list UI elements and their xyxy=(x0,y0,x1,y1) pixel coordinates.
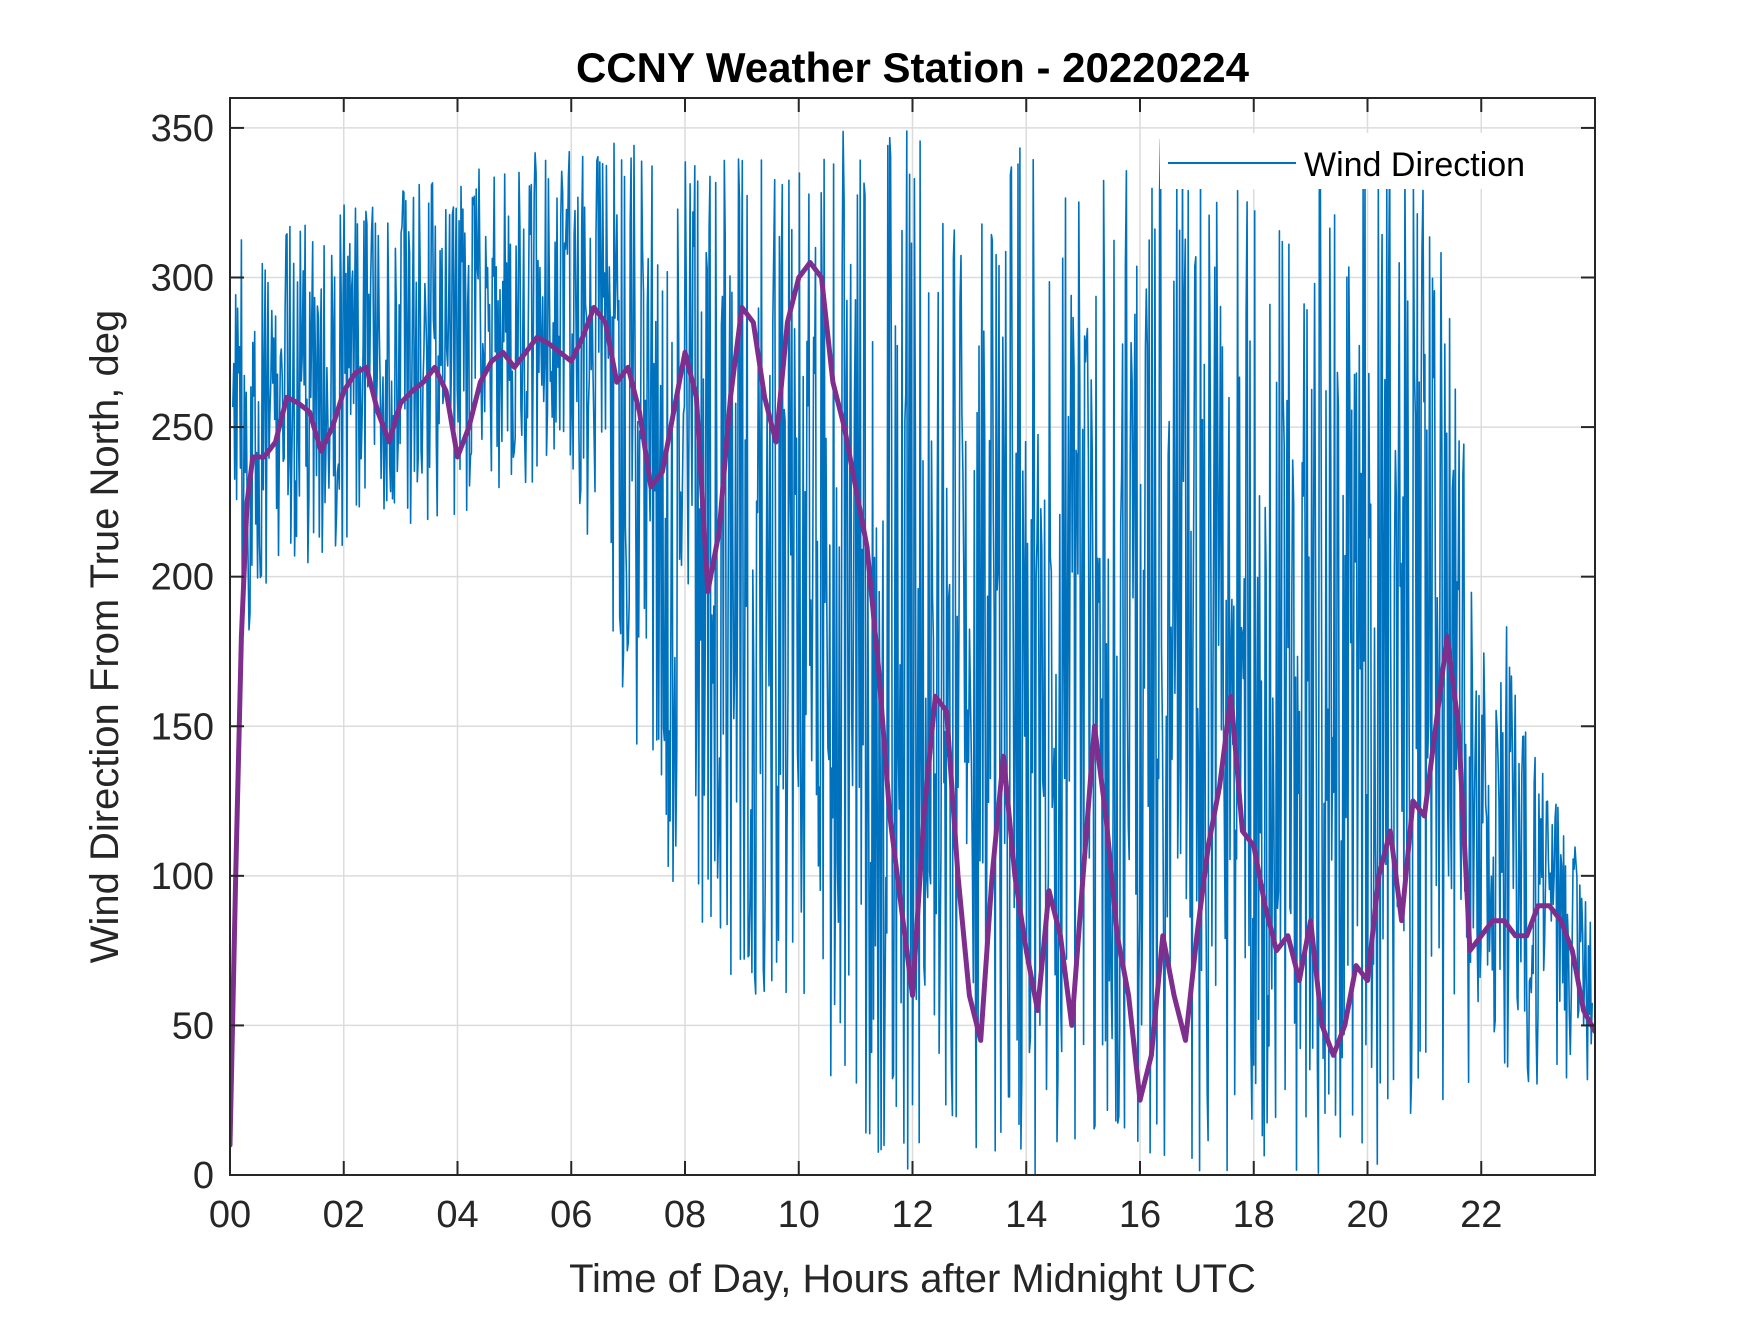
chart-title: CCNY Weather Station - 20220224 xyxy=(576,44,1250,91)
series-wind-direction-line xyxy=(232,130,1593,1175)
y-tick-label: 0 xyxy=(193,1155,214,1197)
x-tick-label: 20 xyxy=(1346,1194,1388,1236)
tick-labels: 00 02 04 06 08 10 12 14 16 18 20 22 0 50 100 150 200 250 3… xyxy=(151,108,1503,1236)
x-tick-label: 16 xyxy=(1119,1194,1161,1236)
x-tick-label: 10 xyxy=(778,1194,820,1236)
y-tick-label: 100 xyxy=(151,856,214,898)
ticks xyxy=(229,98,1595,1176)
y-tick-label: 50 xyxy=(172,1005,214,1047)
y-tick-label: 350 xyxy=(151,108,214,150)
series-layer xyxy=(230,130,1595,1175)
legend-box xyxy=(1160,133,1560,189)
legend-label-wind-direction: Wind Direction xyxy=(1304,146,1525,184)
y-axis-label: Wind Direction From True North, deg xyxy=(83,310,127,964)
x-tick-label: 22 xyxy=(1460,1194,1502,1236)
x-tick-label: 12 xyxy=(891,1194,933,1236)
x-axis-label: Time of Day, Hours after Midnight UTC xyxy=(569,1257,1256,1301)
series-smoothed-wind-direction-line xyxy=(230,260,1595,1148)
legend: Wind Direction xyxy=(1160,133,1560,189)
x-tick-label: 00 xyxy=(209,1194,251,1236)
y-tick-label: 200 xyxy=(151,557,214,599)
x-tick-label: 18 xyxy=(1233,1194,1275,1236)
x-tick-label: 08 xyxy=(664,1194,706,1236)
x-tick-label: 06 xyxy=(550,1194,592,1236)
y-tick-label: 300 xyxy=(151,258,214,300)
y-tick-label: 150 xyxy=(151,706,214,748)
y-tick-label: 250 xyxy=(151,407,214,449)
x-tick-label: 04 xyxy=(436,1194,478,1236)
x-tick-label: 02 xyxy=(323,1194,365,1236)
x-tick-label: 14 xyxy=(1005,1194,1047,1236)
